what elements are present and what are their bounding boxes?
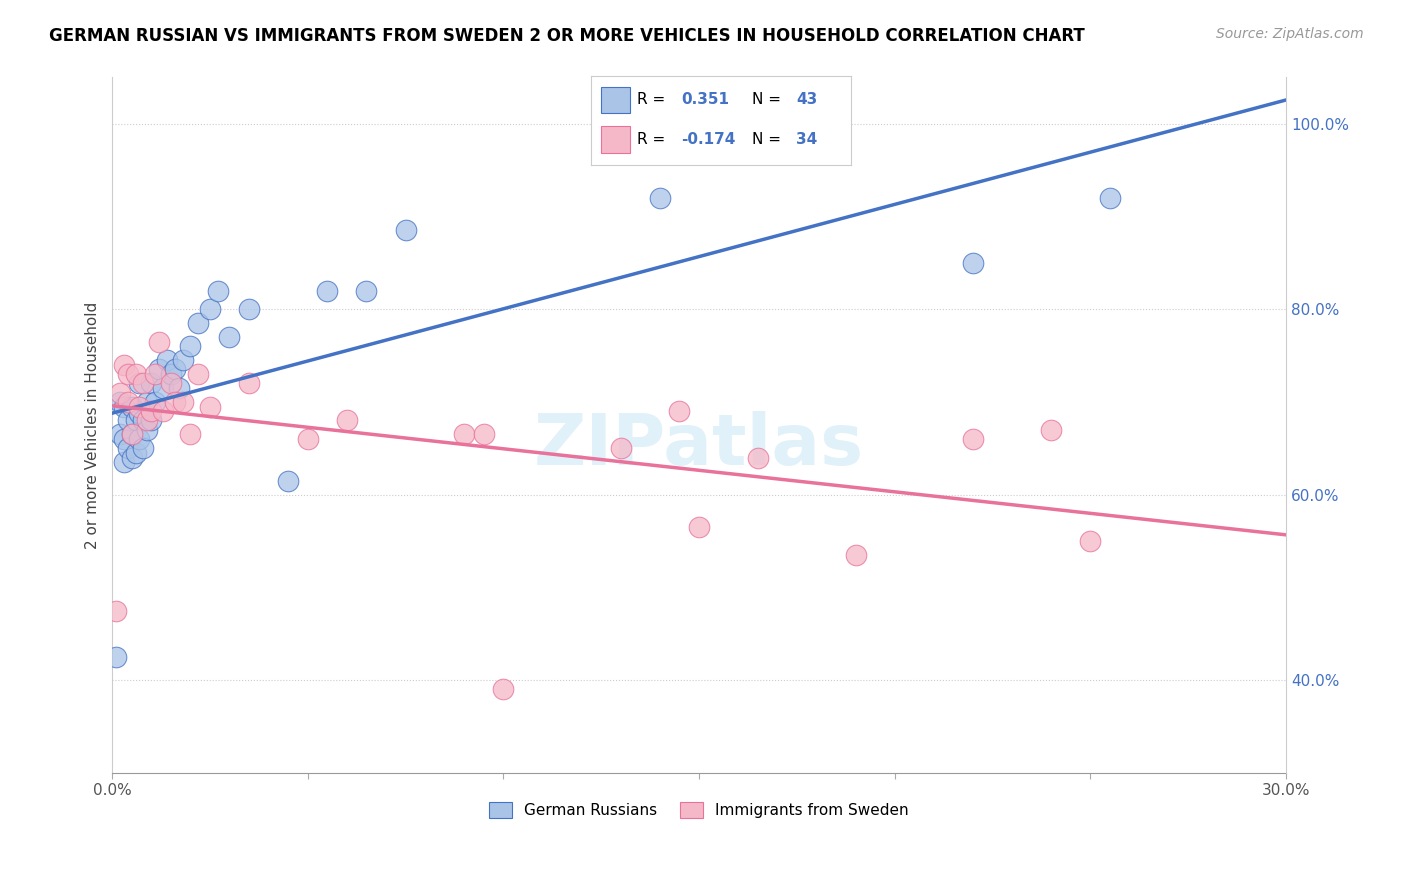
- Point: [218, 330, 240, 344]
- Point: [124, 413, 146, 427]
- Point: [179, 339, 201, 353]
- Point: [688, 520, 710, 534]
- FancyBboxPatch shape: [600, 87, 630, 113]
- Point: [136, 423, 159, 437]
- Point: [148, 362, 170, 376]
- Point: [121, 450, 143, 465]
- Point: [105, 603, 128, 617]
- Point: [163, 362, 186, 376]
- Text: -0.174: -0.174: [682, 132, 735, 146]
- Point: [1078, 533, 1101, 548]
- Point: [316, 284, 339, 298]
- Point: [747, 450, 769, 465]
- Point: [198, 302, 221, 317]
- Point: [128, 406, 150, 420]
- Point: [152, 404, 174, 418]
- Point: [1098, 191, 1121, 205]
- Point: [962, 432, 984, 446]
- Point: [668, 404, 690, 418]
- Text: R =: R =: [637, 132, 665, 146]
- Point: [492, 682, 515, 697]
- Point: [159, 367, 181, 381]
- Point: [128, 432, 150, 446]
- Point: [108, 427, 131, 442]
- Point: [117, 442, 139, 456]
- Point: [128, 376, 150, 391]
- Point: [112, 400, 135, 414]
- Point: [136, 395, 159, 409]
- Point: [112, 358, 135, 372]
- Point: [132, 442, 155, 456]
- Point: [128, 400, 150, 414]
- Point: [336, 413, 359, 427]
- Point: [136, 413, 159, 427]
- Point: [198, 400, 221, 414]
- Point: [394, 223, 416, 237]
- Point: [844, 548, 866, 562]
- Point: [610, 442, 633, 456]
- Point: [141, 404, 163, 418]
- Point: [356, 284, 378, 298]
- Point: [472, 427, 495, 442]
- Point: [117, 367, 139, 381]
- Point: [159, 376, 181, 391]
- Text: Source: ZipAtlas.com: Source: ZipAtlas.com: [1216, 27, 1364, 41]
- Text: 0.351: 0.351: [682, 93, 730, 107]
- Point: [187, 316, 209, 330]
- Text: 34: 34: [796, 132, 817, 146]
- Point: [238, 302, 260, 317]
- Point: [117, 395, 139, 409]
- Point: [648, 191, 671, 205]
- Point: [143, 367, 166, 381]
- Point: [1040, 423, 1063, 437]
- Point: [156, 353, 179, 368]
- Point: [105, 649, 128, 664]
- Point: [453, 427, 475, 442]
- Point: [143, 395, 166, 409]
- Text: 43: 43: [796, 93, 817, 107]
- Point: [172, 353, 194, 368]
- Point: [141, 413, 163, 427]
- Point: [124, 446, 146, 460]
- Point: [187, 367, 209, 381]
- Point: [108, 395, 131, 409]
- Point: [152, 381, 174, 395]
- Point: [148, 334, 170, 349]
- Point: [124, 367, 146, 381]
- Point: [167, 381, 190, 395]
- Point: [121, 427, 143, 442]
- Point: [121, 427, 143, 442]
- Point: [179, 427, 201, 442]
- Point: [238, 376, 260, 391]
- Point: [112, 432, 135, 446]
- Point: [121, 400, 143, 414]
- Point: [962, 256, 984, 270]
- Point: [172, 395, 194, 409]
- Point: [277, 474, 299, 488]
- Text: N =: N =: [752, 132, 780, 146]
- Text: N =: N =: [752, 93, 780, 107]
- Point: [132, 413, 155, 427]
- Point: [117, 413, 139, 427]
- Point: [112, 455, 135, 469]
- Text: R =: R =: [637, 93, 665, 107]
- Point: [297, 432, 319, 446]
- Point: [132, 376, 155, 391]
- Point: [207, 284, 229, 298]
- Point: [108, 385, 131, 400]
- Text: GERMAN RUSSIAN VS IMMIGRANTS FROM SWEDEN 2 OR MORE VEHICLES IN HOUSEHOLD CORRELA: GERMAN RUSSIAN VS IMMIGRANTS FROM SWEDEN…: [49, 27, 1085, 45]
- FancyBboxPatch shape: [600, 126, 630, 153]
- Point: [141, 376, 163, 391]
- Point: [163, 395, 186, 409]
- Legend: German Russians, Immigrants from Sweden: German Russians, Immigrants from Sweden: [482, 796, 915, 824]
- Y-axis label: 2 or more Vehicles in Household: 2 or more Vehicles in Household: [86, 301, 100, 549]
- Text: ZIPatlas: ZIPatlas: [534, 411, 865, 481]
